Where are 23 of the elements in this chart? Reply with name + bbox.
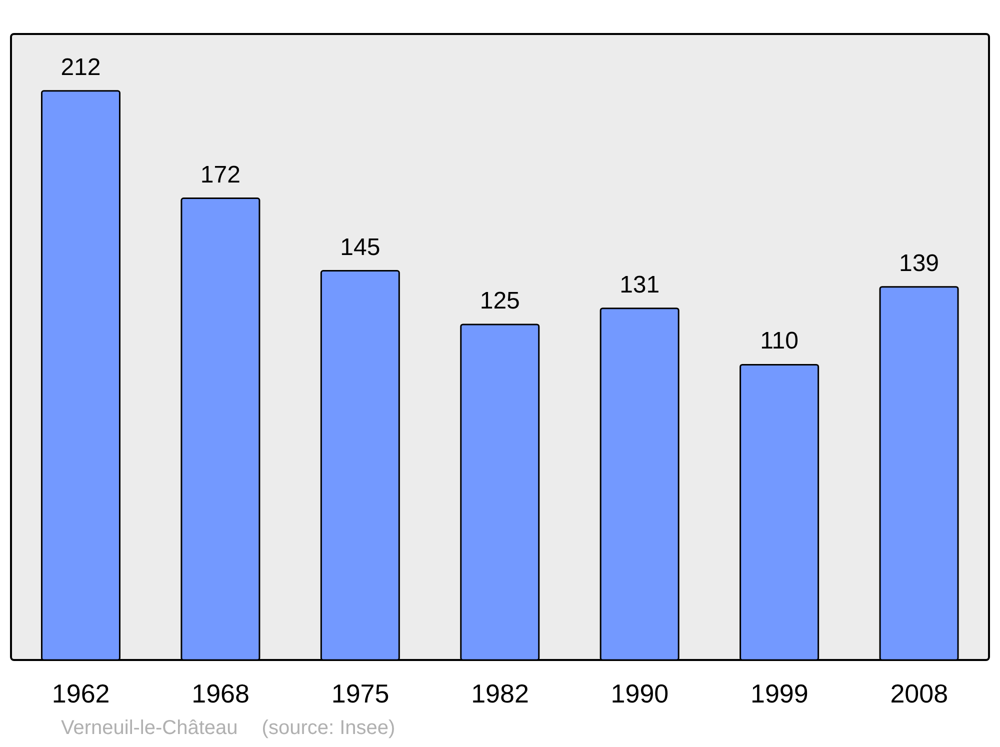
text: Verneuil-le-Château bbox=[61, 717, 238, 739]
data-label: 110 bbox=[760, 328, 798, 355]
bar bbox=[740, 364, 820, 660]
data-label: 172 bbox=[200, 161, 240, 188]
data-label: 145 bbox=[340, 234, 380, 261]
bar bbox=[180, 198, 260, 660]
data-label: 139 bbox=[899, 250, 940, 277]
x-tick-label: 1962 bbox=[52, 678, 110, 708]
x-tick-label: 1999 bbox=[750, 678, 808, 708]
bar bbox=[879, 286, 959, 660]
text: (source: Insee) bbox=[262, 717, 396, 739]
bar bbox=[600, 308, 680, 660]
x-tick-label: 1968 bbox=[192, 678, 250, 708]
x-tick-label: 1990 bbox=[610, 678, 669, 708]
bar bbox=[460, 324, 540, 660]
x-tick-label: 2008 bbox=[890, 678, 948, 708]
x-tick-label: 1982 bbox=[471, 678, 529, 708]
bar bbox=[40, 90, 120, 660]
data-label: 212 bbox=[60, 54, 101, 81]
x-tick-label: 1975 bbox=[331, 678, 390, 708]
data-label: 125 bbox=[480, 287, 520, 314]
data-label: 131 bbox=[620, 271, 660, 298]
bar bbox=[320, 270, 400, 660]
